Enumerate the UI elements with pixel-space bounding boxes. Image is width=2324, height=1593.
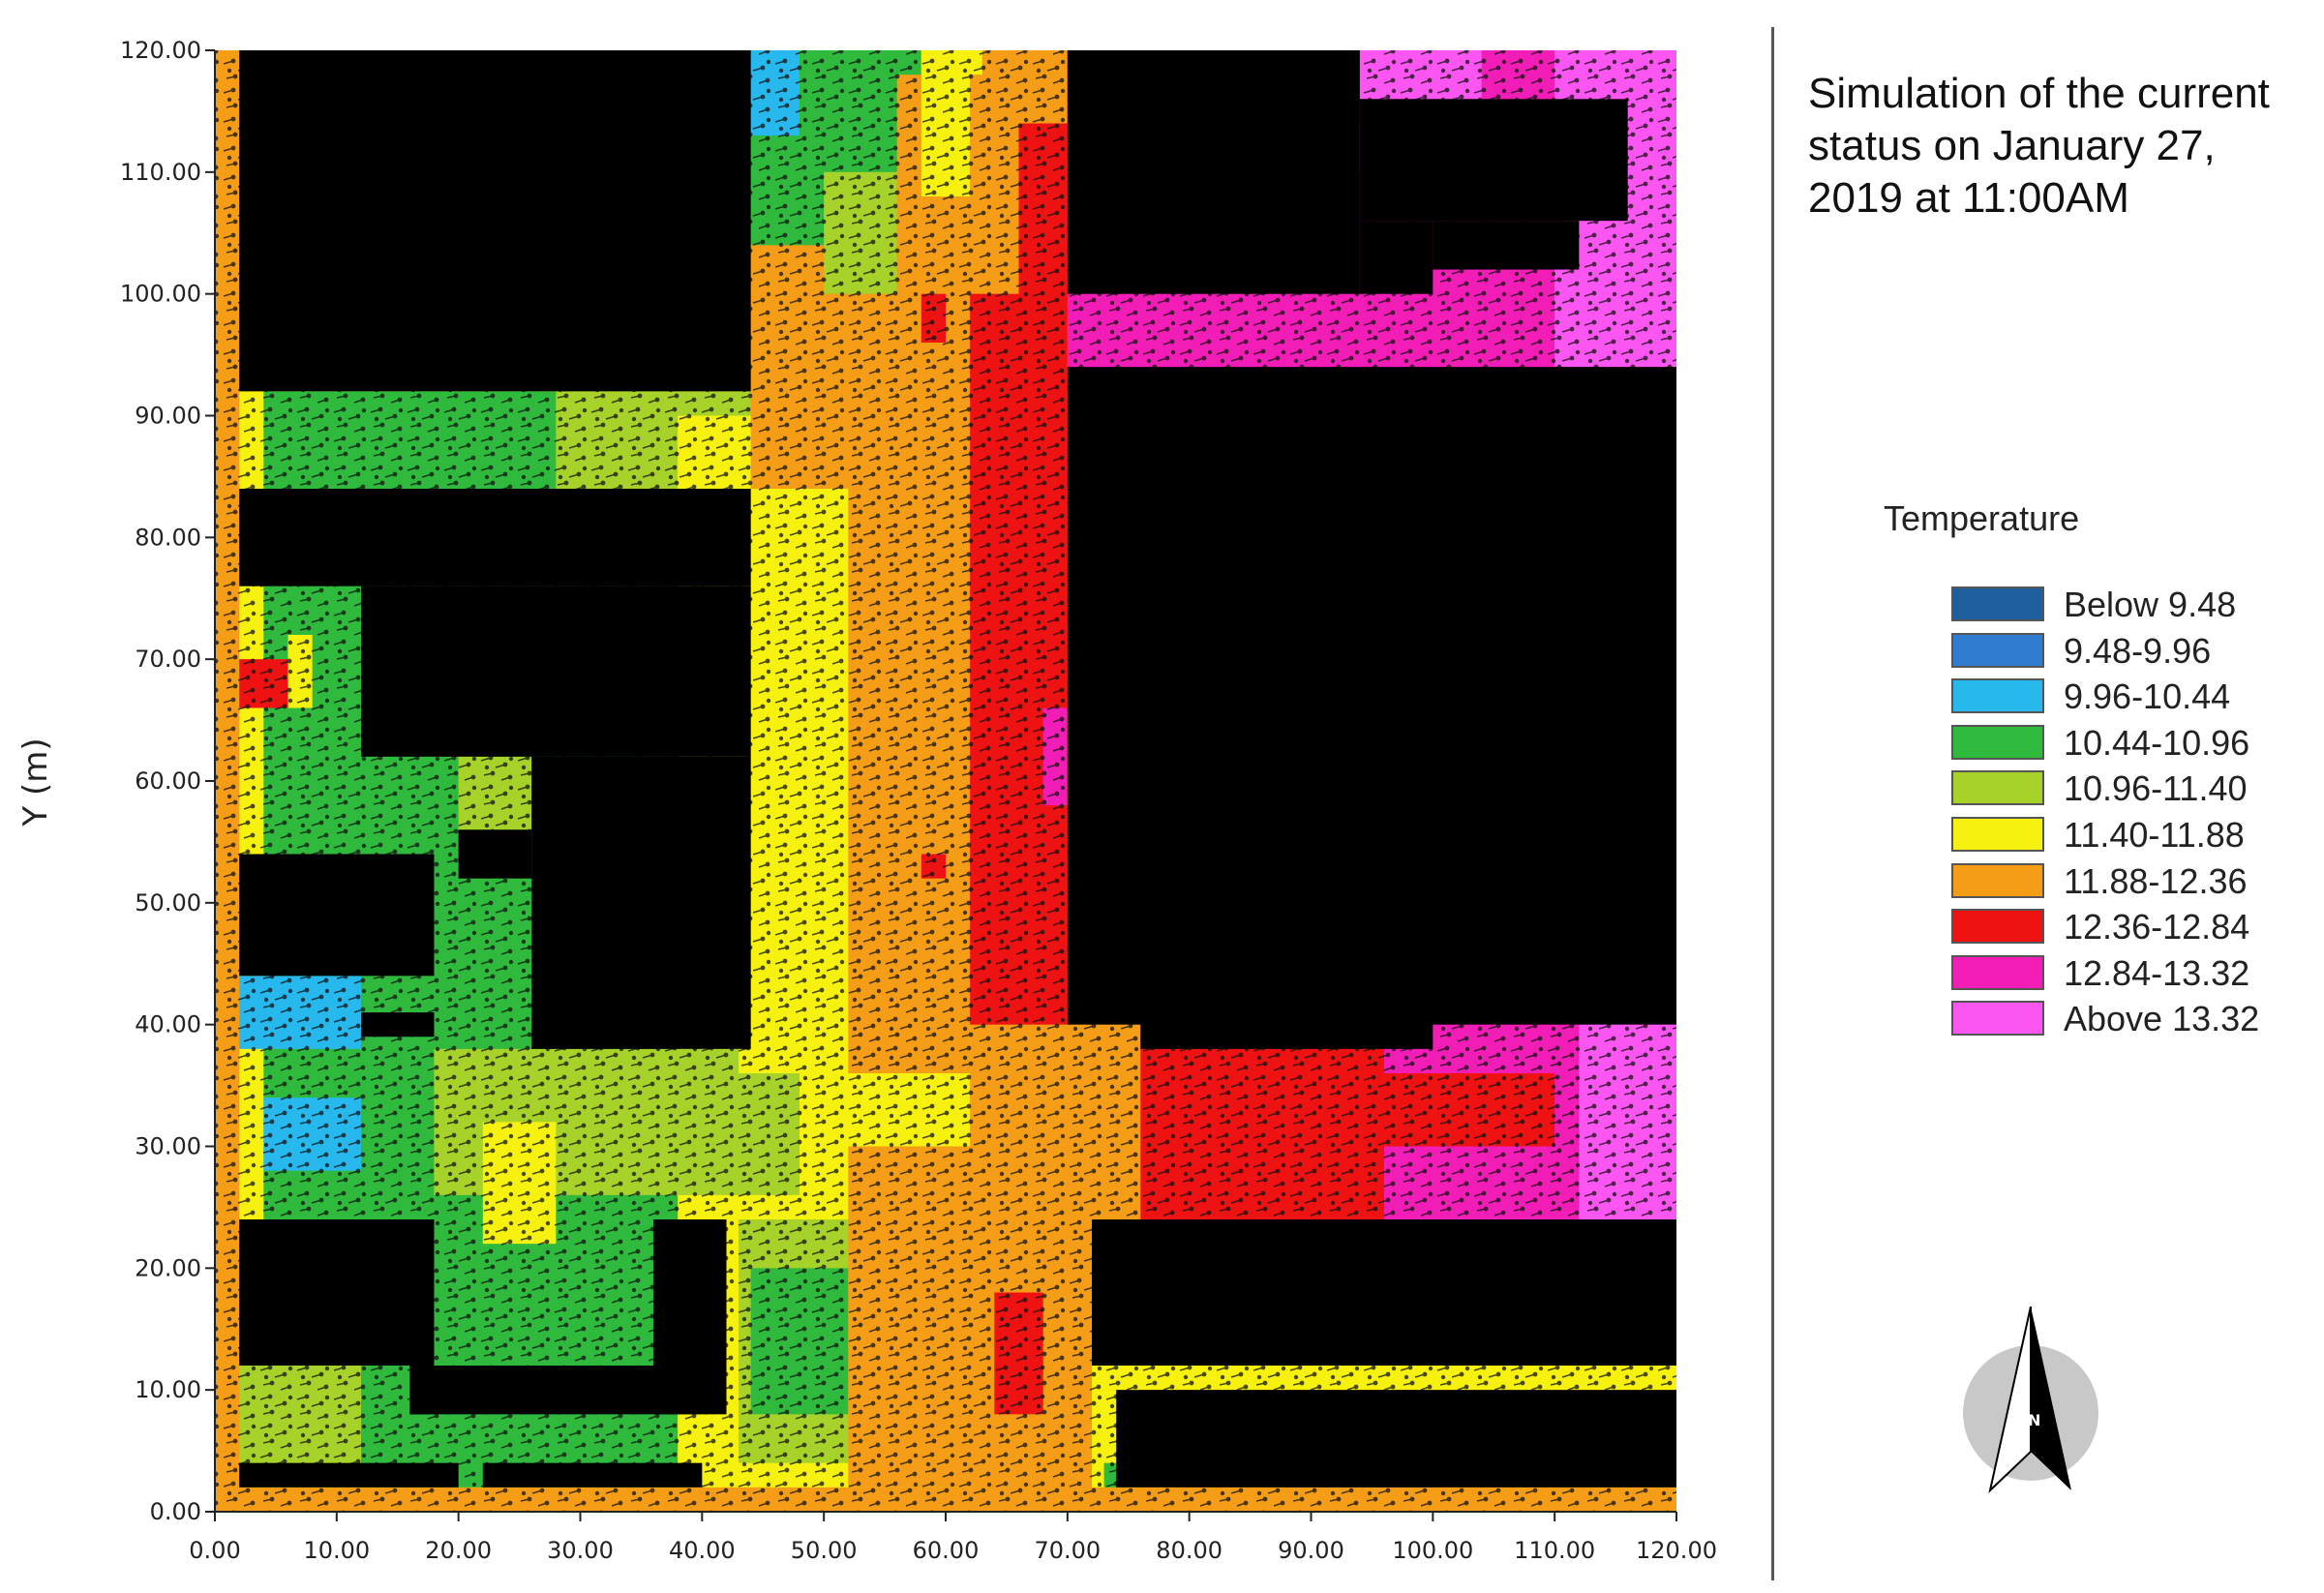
building-block <box>1359 99 1628 222</box>
x-tick-label: 120.00 <box>1636 1537 1717 1564</box>
legend-swatch <box>1951 817 2044 852</box>
y-tick-label: 90.00 <box>135 403 201 430</box>
legend-item: 11.40-11.88 <box>1951 815 2300 857</box>
legend-label: 11.88-12.36 <box>2064 860 2248 901</box>
building-block <box>458 829 532 879</box>
x-tick-label: 0.00 <box>189 1537 240 1564</box>
building-block <box>1092 1219 1676 1366</box>
legend-swatch <box>1951 724 2044 760</box>
legend-swatch <box>1951 770 2044 806</box>
building-block <box>239 854 435 977</box>
legend-swatch <box>1951 909 2044 945</box>
legend-label: 10.44-10.96 <box>2064 722 2250 763</box>
legend-label: 9.48-9.96 <box>2064 630 2212 671</box>
x-tick-label: 50.00 <box>791 1537 858 1564</box>
legend-item: 12.36-12.84 <box>1951 907 2300 949</box>
building-block <box>531 756 751 1049</box>
x-tick-label: 60.00 <box>913 1537 980 1564</box>
x-tick-label: 30.00 <box>547 1537 614 1564</box>
x-tick-label: 90.00 <box>1278 1537 1344 1564</box>
legend-label: 9.96-10.44 <box>2064 676 2231 717</box>
panel-divider <box>1771 27 1774 1580</box>
building-block <box>1359 221 1434 294</box>
legend-item: 11.88-12.36 <box>1951 861 2300 904</box>
legend-swatch <box>1951 586 2044 621</box>
y-tick-label: 0.00 <box>150 1498 201 1525</box>
y-tick-label: 70.00 <box>135 646 201 673</box>
legend-title: Temperature <box>1884 498 2080 538</box>
north-arrow-icon: N <box>1963 1307 2098 1493</box>
axes: 0.00 10.00 20.00 30.00 40.00 50.00 60.00 70.00 8… <box>120 37 1717 1564</box>
x-tick-label: 70.00 <box>1034 1537 1101 1564</box>
x-tick-label: 20.00 <box>425 1537 492 1564</box>
y-tick-label: 30.00 <box>135 1133 201 1160</box>
building-block <box>239 50 751 392</box>
legend-item: 9.48-9.96 <box>1951 631 2300 674</box>
building-block <box>482 1462 703 1488</box>
y-tick-label: 60.00 <box>135 767 201 795</box>
legend-item: 9.96-10.44 <box>1951 676 2300 719</box>
y-axis-title: Y (m) <box>16 737 55 827</box>
legend-item: 10.44-10.96 <box>1951 723 2300 766</box>
y-tick-label: 20.00 <box>135 1254 201 1281</box>
legend-label: 12.84-13.32 <box>2064 952 2250 993</box>
building-block <box>239 1462 459 1488</box>
x-tick-label: 40.00 <box>669 1537 736 1564</box>
temperature-heatmap-chart: 0.00 10.00 20.00 30.00 40.00 50.00 60.00 70.00 8… <box>16 37 1717 1564</box>
legend-swatch <box>1951 954 2044 990</box>
x-tick-label: 80.00 <box>1156 1537 1222 1564</box>
buildings <box>239 50 1676 1488</box>
x-tick-label: 110.00 <box>1514 1537 1595 1564</box>
building-block <box>653 1219 727 1415</box>
y-tick-label: 10.00 <box>135 1376 201 1403</box>
legend-item: 10.96-11.40 <box>1951 768 2300 811</box>
legend-swatch <box>1951 678 2044 714</box>
y-tick-label: 110.00 <box>120 159 201 186</box>
y-tick-label: 120.00 <box>120 37 201 64</box>
legend-label: 12.36-12.84 <box>2064 907 2250 947</box>
legend-label: Above 13.32 <box>2064 999 2260 1039</box>
building-block <box>361 586 751 757</box>
y-tick-label: 100.00 <box>120 281 201 308</box>
building-block <box>239 1219 435 1366</box>
chart-title: Simulation of the current status on Janu… <box>1808 70 2270 222</box>
x-tick-label: 10.00 <box>303 1537 370 1564</box>
legend-label: 10.96-11.40 <box>2064 768 2248 809</box>
building-block <box>1116 1390 1676 1488</box>
legend-swatch <box>1951 632 2044 668</box>
y-tick-label: 80.00 <box>135 524 201 551</box>
building-block <box>239 489 751 586</box>
x-tick-label: 100.00 <box>1392 1537 1473 1564</box>
y-tick-label: 50.00 <box>135 889 201 917</box>
legend-swatch <box>1951 862 2044 898</box>
building-block <box>361 1012 435 1037</box>
legend-swatch <box>1951 1001 2044 1037</box>
building-block <box>1067 367 1676 1025</box>
legend-item: Above 13.32 <box>1951 999 2300 1041</box>
legend-label: Below 9.48 <box>2064 585 2237 624</box>
legend-label: 11.40-11.88 <box>2064 815 2245 855</box>
building-block <box>1140 1000 1434 1049</box>
legend-item: Below 9.48 <box>1951 585 2300 627</box>
building-block <box>1433 221 1580 270</box>
building-block <box>1067 50 1360 294</box>
north-letter: N <box>2028 1411 2040 1429</box>
y-tick-label: 40.00 <box>135 1011 201 1038</box>
legend-item: 12.84-13.32 <box>1951 953 2300 996</box>
